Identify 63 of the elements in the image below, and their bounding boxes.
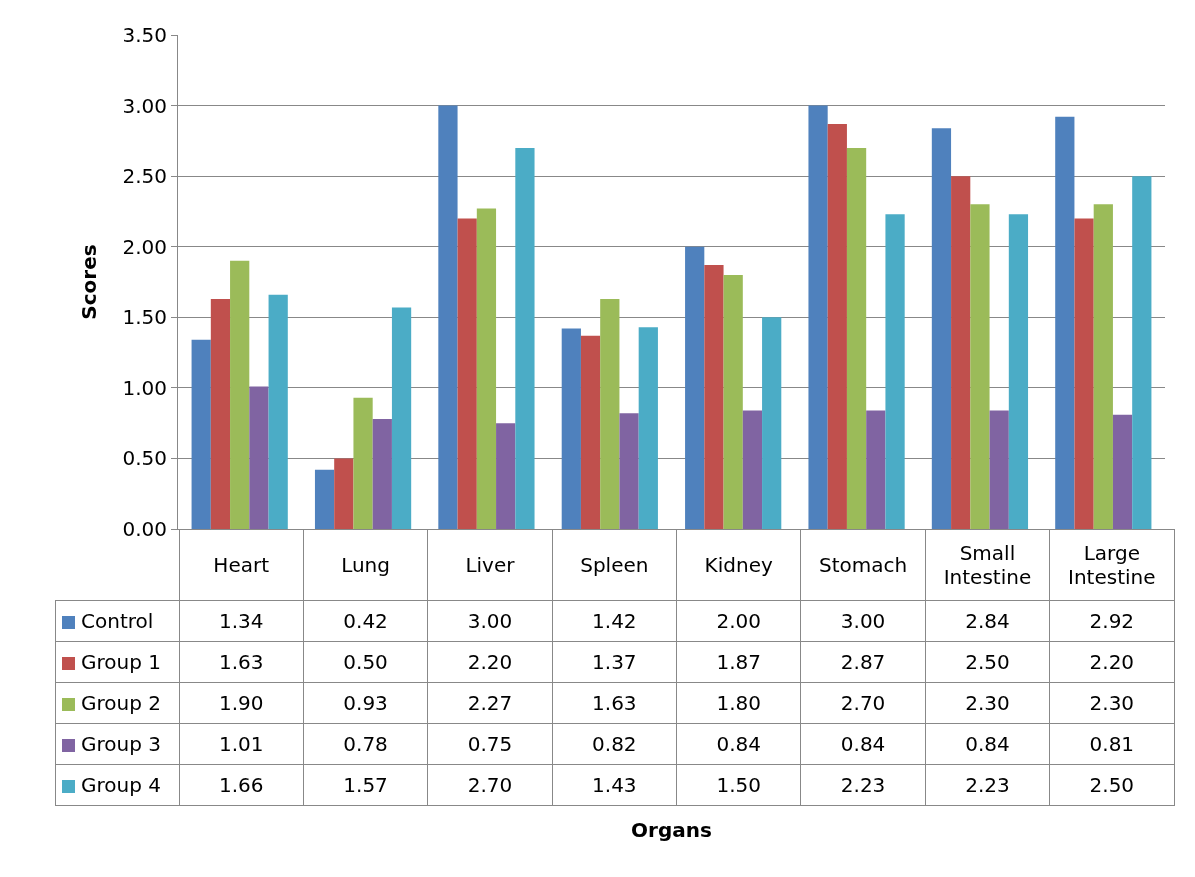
y-tick-label: 0.50 [122,446,167,471]
x-tick-label: Heart [179,529,304,601]
legend-label: Group 4 [55,764,179,806]
data-label: 1.37 [552,641,677,683]
y-tick-label: 2.50 [122,164,167,189]
y-tick-label: 2.00 [122,234,167,259]
data-label: 2.00 [676,600,801,642]
x-tick-label: Spleen [552,529,677,601]
data-label: 2.70 [427,764,553,806]
x-tick-label: Kidney [676,529,801,601]
data-label: 1.63 [179,641,304,683]
data-label: 0.82 [552,723,677,765]
data-label: 3.00 [800,600,926,642]
x-tick-label: Small Intestine [925,529,1050,601]
legend-label: Group 1 [55,641,179,683]
x-tick-label: Liver [427,529,553,601]
data-label: 0.50 [303,641,428,683]
data-label: 2.87 [800,641,926,683]
x-tick-label: Large Intestine [1049,529,1174,601]
data-label: 2.92 [1049,600,1174,642]
data-label: 2.50 [925,641,1050,683]
y-tick-label: 1.00 [122,375,167,400]
data-label: 1.50 [676,764,801,806]
data-label: 0.42 [303,600,428,642]
legend-label: Group 2 [55,682,179,724]
y-tick-label: 3.00 [122,93,167,118]
data-label: 0.81 [1049,723,1174,765]
text: Organs [630,818,713,842]
data-label: 0.75 [427,723,553,765]
data-label: 1.34 [179,600,304,642]
data-label: 0.93 [303,682,428,724]
data-label: 0.78 [303,723,428,765]
y-tick-label: 3.50 [122,23,167,47]
y-tick-label: 0.00 [122,517,167,541]
y-tick-label: 1.50 [122,305,167,330]
data-label: 1.63 [552,682,677,724]
data-label: 2.27 [427,682,553,724]
x-tick-label: Lung [303,529,428,601]
data-label: 1.80 [676,682,801,724]
data-label: 2.70 [800,682,926,724]
legend-label: Control [55,600,179,642]
data-label: 0.84 [925,723,1050,765]
data-label: 1.66 [179,764,304,806]
data-label: 2.50 [1049,764,1174,806]
data-label: 2.30 [1049,682,1174,724]
data-label: 1.57 [303,764,428,806]
data-label: 1.87 [676,641,801,683]
data-label: 2.84 [925,600,1050,642]
data-label: 2.30 [925,682,1050,724]
data-label: 3.00 [427,600,553,642]
y-axis-title: Scores [76,244,101,320]
data-label: 0.84 [676,723,801,765]
data-label: 1.42 [552,600,677,642]
legend-label: Group 3 [55,723,179,765]
data-label: 1.90 [179,682,304,724]
data-label: 2.20 [427,641,553,683]
data-label: 0.84 [800,723,926,765]
data-label: 1.01 [179,723,304,765]
data-label: 2.20 [1049,641,1174,683]
data-label: 1.43 [552,764,677,806]
x-tick-label: Stomach [800,529,926,601]
data-label: 2.23 [925,764,1050,806]
data-label: 2.23 [800,764,926,806]
